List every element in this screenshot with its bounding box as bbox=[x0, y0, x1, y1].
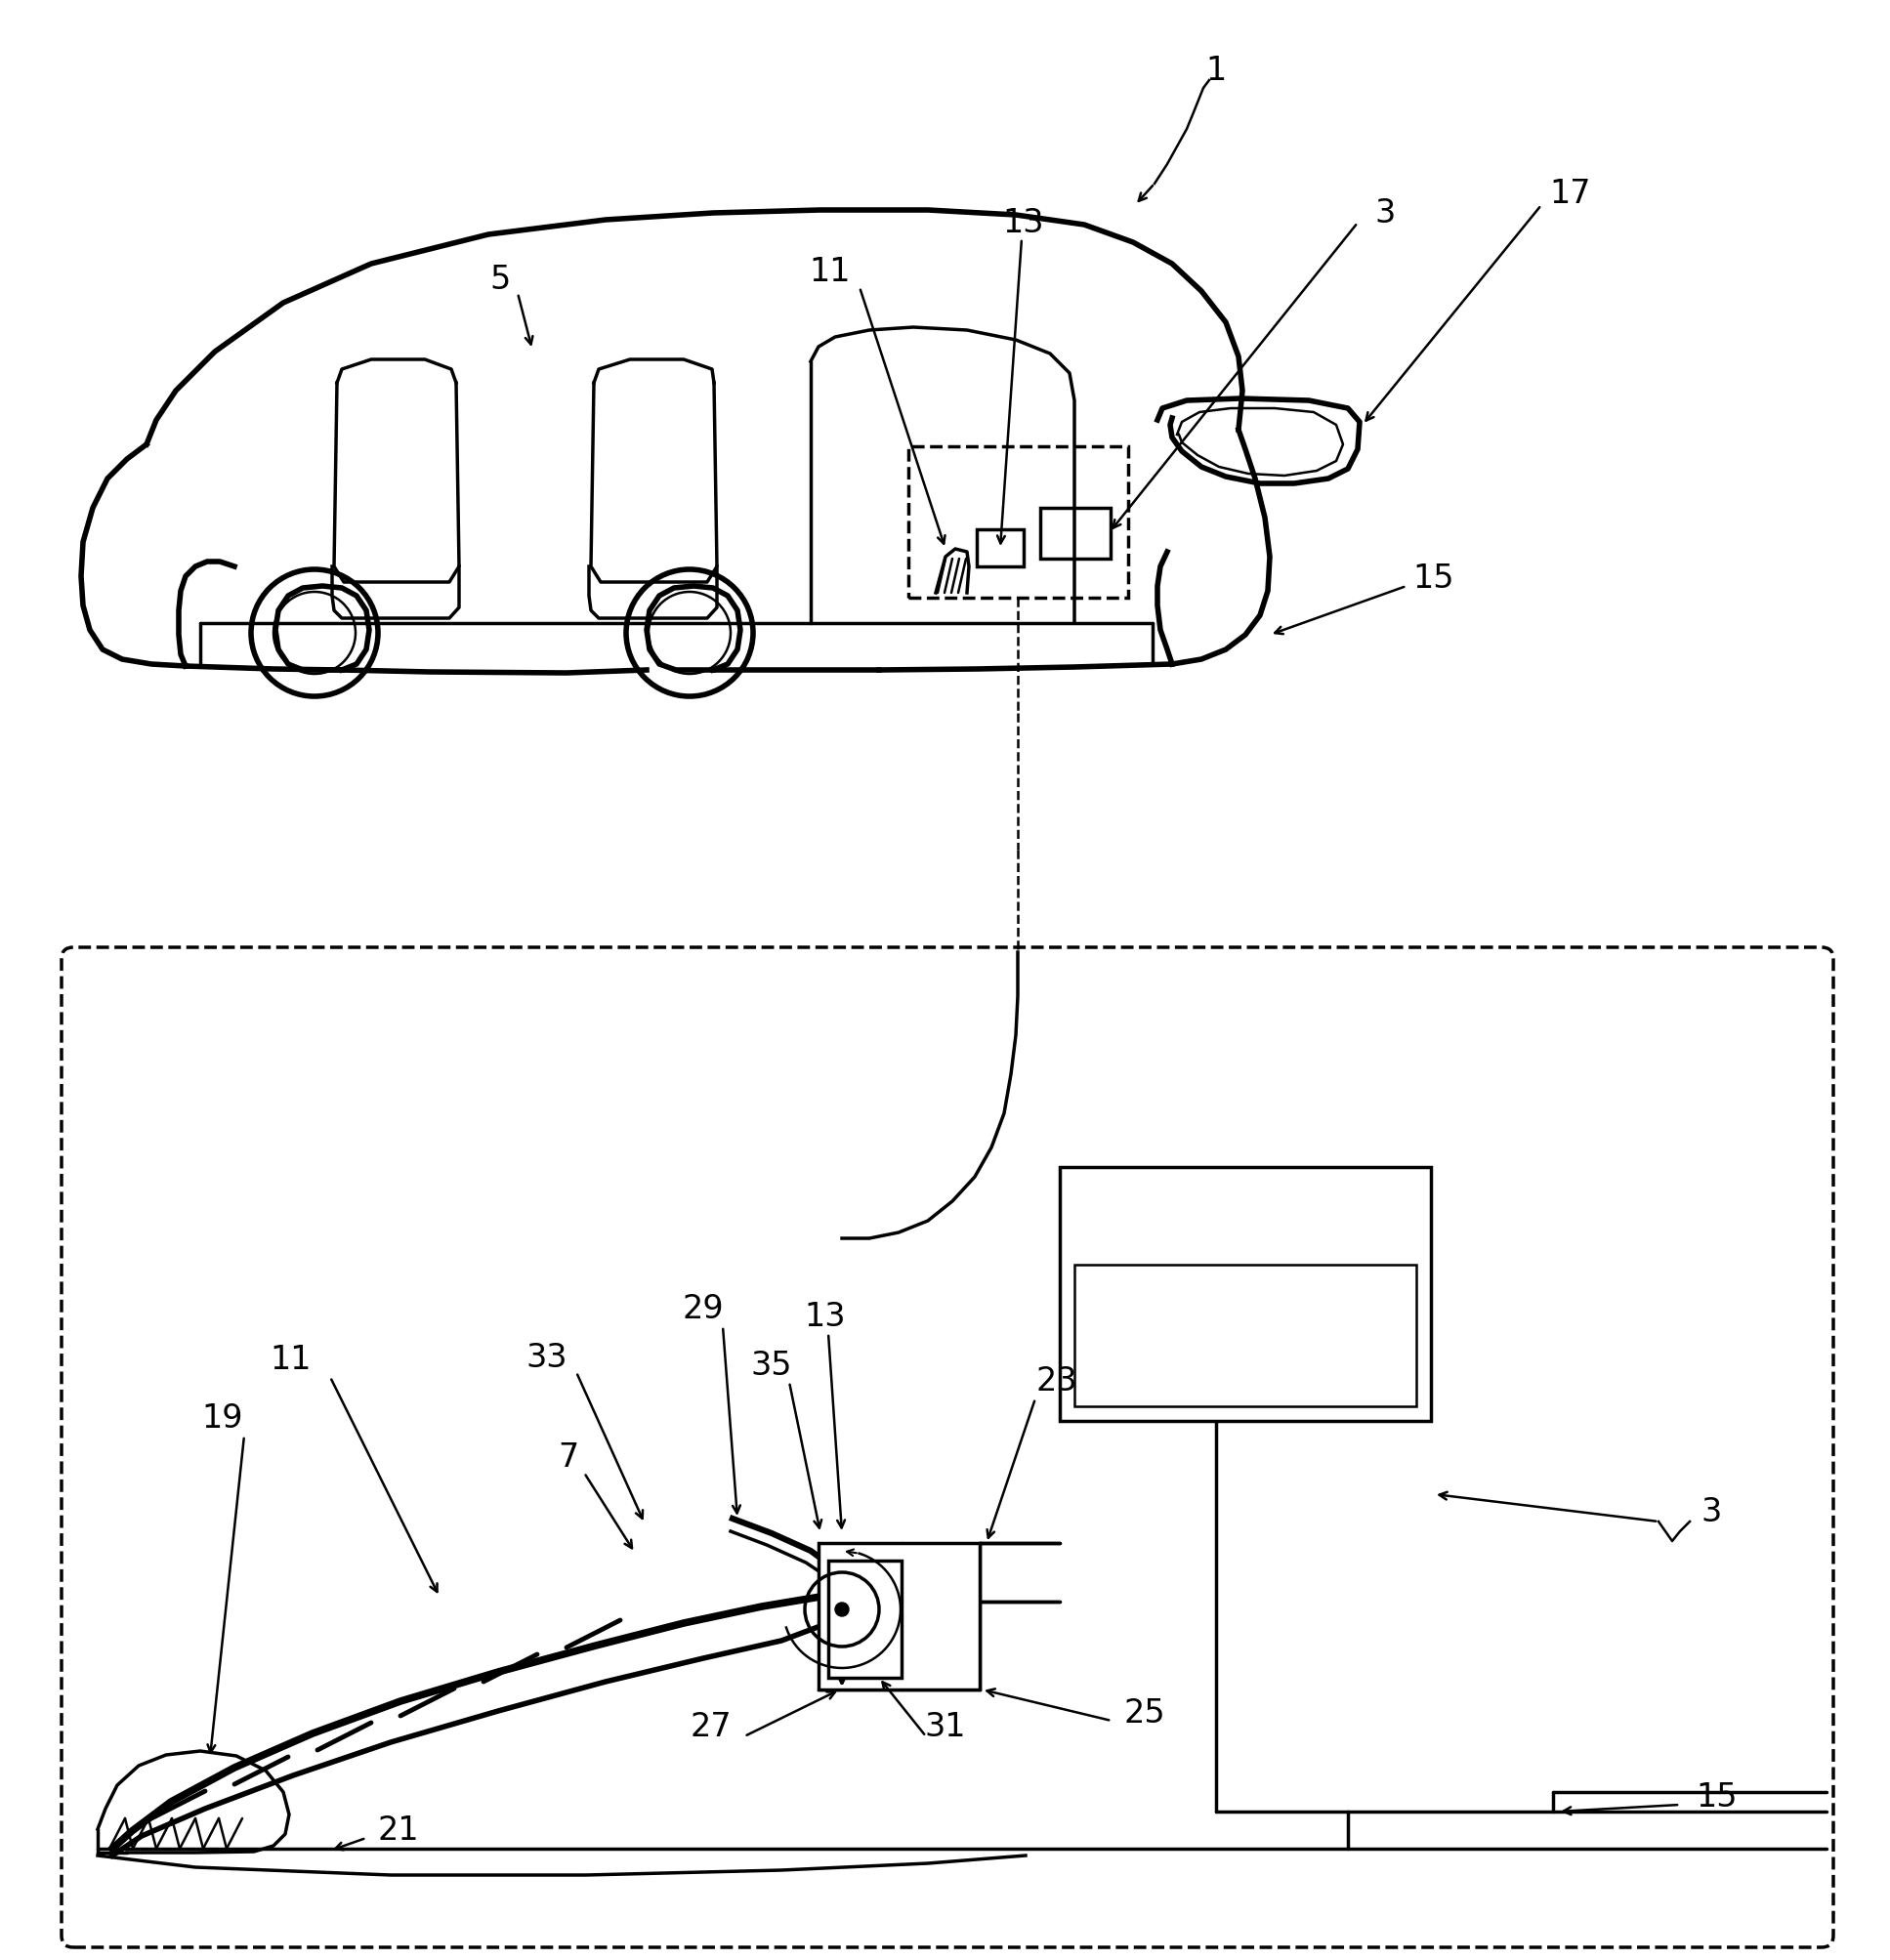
Text: 11: 11 bbox=[809, 255, 850, 288]
Text: 5: 5 bbox=[490, 263, 510, 296]
Text: 19: 19 bbox=[202, 1401, 244, 1435]
Bar bbox=[828, 1560, 902, 1678]
Text: 11: 11 bbox=[270, 1343, 312, 1376]
Text: 3: 3 bbox=[1374, 196, 1395, 229]
Text: 25: 25 bbox=[1125, 1697, 1166, 1731]
Text: 15: 15 bbox=[1697, 1782, 1739, 1813]
Text: 1: 1 bbox=[1206, 55, 1227, 86]
Bar bbox=[977, 529, 1024, 566]
Text: 21: 21 bbox=[378, 1815, 420, 1846]
Bar bbox=[909, 447, 1128, 598]
Text: 17: 17 bbox=[1550, 176, 1591, 210]
Text: 23: 23 bbox=[1036, 1366, 1077, 1397]
Text: 13: 13 bbox=[805, 1299, 847, 1333]
Text: 15: 15 bbox=[1414, 563, 1455, 594]
Bar bbox=[85, 964, 1811, 1929]
Bar bbox=[1040, 508, 1111, 559]
Text: 33: 33 bbox=[525, 1341, 567, 1374]
Bar bbox=[818, 1543, 979, 1690]
Text: 29: 29 bbox=[682, 1292, 724, 1325]
Circle shape bbox=[835, 1603, 849, 1617]
FancyBboxPatch shape bbox=[62, 947, 1833, 1948]
Bar bbox=[1060, 1166, 1431, 1421]
Bar bbox=[1074, 1264, 1416, 1405]
Text: 7: 7 bbox=[558, 1441, 578, 1474]
Text: 13: 13 bbox=[1004, 206, 1045, 239]
Text: 3: 3 bbox=[1701, 1495, 1722, 1529]
Text: 31: 31 bbox=[924, 1711, 966, 1742]
Text: 27: 27 bbox=[690, 1711, 731, 1742]
Text: 35: 35 bbox=[750, 1348, 792, 1382]
